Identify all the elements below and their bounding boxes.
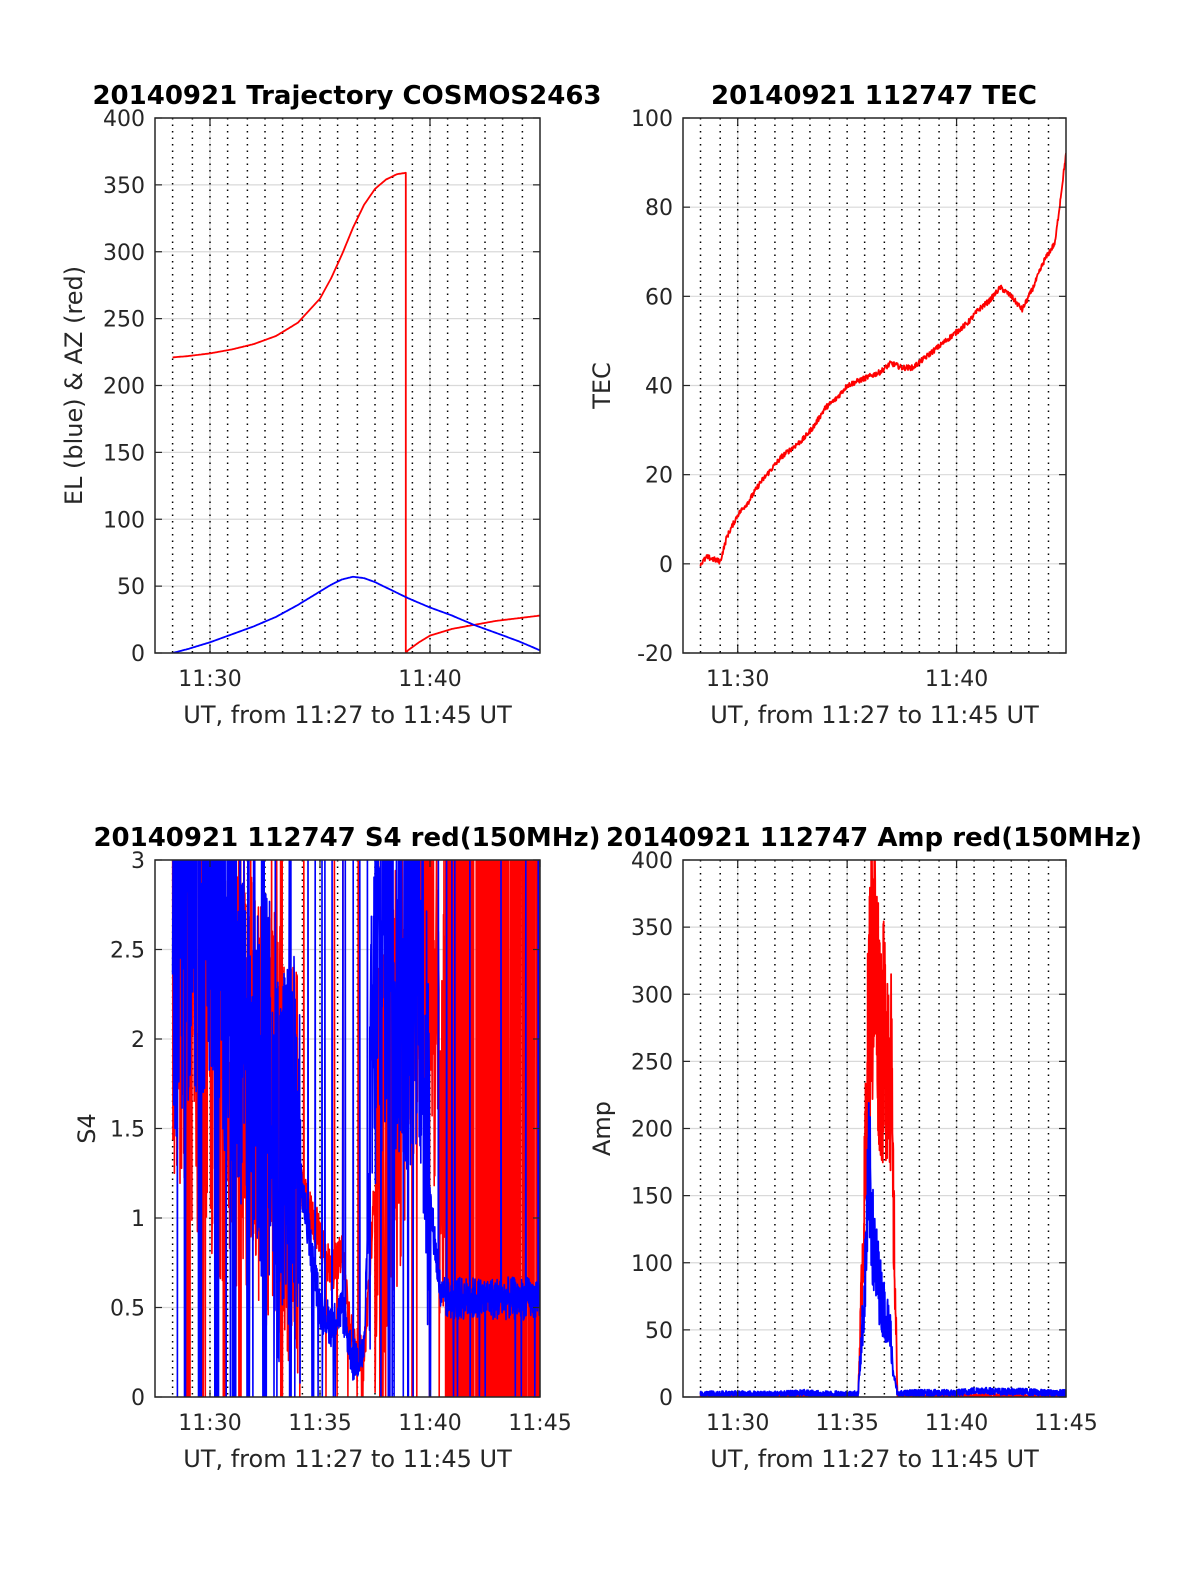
x-axis-label: UT, from 11:27 to 11:45 UT bbox=[710, 1445, 1039, 1473]
y-tick-label: 300 bbox=[103, 241, 145, 266]
y-tick-label: 250 bbox=[103, 308, 145, 333]
x-tick-label: 11:30 bbox=[178, 667, 241, 692]
y-tick-label: 60 bbox=[645, 285, 673, 310]
chart-title: 20140921 112747 TEC bbox=[711, 81, 1037, 111]
x-tick-label: 11:45 bbox=[508, 1411, 571, 1436]
y-axis-label: TEC bbox=[588, 362, 616, 410]
series-line-red bbox=[172, 171, 540, 653]
y-axis-label: Amp bbox=[588, 1101, 616, 1156]
y-tick-label: 150 bbox=[103, 441, 145, 466]
y-tick-label: 2.5 bbox=[110, 939, 145, 964]
y-tick-label: 150 bbox=[631, 1185, 673, 1210]
x-tick-label: 11:30 bbox=[706, 1411, 769, 1436]
y-tick-label: 2 bbox=[131, 1028, 145, 1053]
series-line-blue bbox=[171, 860, 540, 1397]
y-tick-label: 80 bbox=[645, 196, 673, 221]
trajectory-plot: 0 50 100 150 200 250 300 350 400 11:30 11:40 201409… bbox=[60, 81, 602, 729]
x-tick-label: 11:45 bbox=[1034, 1411, 1097, 1436]
x-tick-label: 11:35 bbox=[815, 1411, 878, 1436]
x-axis-label: UT, from 11:27 to 11:45 UT bbox=[183, 1445, 512, 1473]
s4-plot: 0 0.5 1 1.5 2 2.5 3 11:30 11:35 11:40 11:45 2014092… bbox=[73, 823, 601, 1473]
y-tick-label: -20 bbox=[637, 642, 673, 667]
y-tick-label: 200 bbox=[631, 1118, 673, 1143]
y-tick-label: 0 bbox=[659, 1386, 673, 1411]
amp-plot: 0 50 100 150 200 250 300 350 400 11:30 11:35 11:40 1… bbox=[588, 823, 1142, 1473]
x-tick-label: 11:30 bbox=[706, 667, 769, 692]
chart-title: 20140921 Trajectory COSMOS2463 bbox=[92, 81, 601, 111]
x-tick-label: 11:40 bbox=[398, 1411, 461, 1436]
x-axis-label: UT, from 11:27 to 11:45 UT bbox=[183, 701, 512, 729]
y-tick-label: 200 bbox=[103, 375, 145, 400]
chart-title: 20140921 112747 S4 red(150MHz) bbox=[93, 823, 600, 853]
y-tick-label: 350 bbox=[631, 916, 673, 941]
y-tick-label: 300 bbox=[631, 983, 673, 1008]
y-axis-label: EL (blue) & AZ (red) bbox=[60, 266, 88, 505]
tec-plot: -20 0 20 40 60 80 100 11:30 11:40 20140921 112747… bbox=[588, 81, 1067, 729]
series-line-red bbox=[699, 152, 1066, 567]
x-tick-label: 11:35 bbox=[288, 1411, 351, 1436]
x-tick-label: 11:30 bbox=[178, 1411, 241, 1436]
y-tick-label: 0 bbox=[131, 1386, 145, 1411]
y-tick-label: 50 bbox=[117, 575, 145, 600]
y-tick-label: 1.5 bbox=[110, 1118, 145, 1143]
y-tick-label: 20 bbox=[645, 464, 673, 489]
y-tick-label: 100 bbox=[103, 508, 145, 533]
y-tick-label: 3 bbox=[131, 849, 145, 874]
y-tick-label: 0 bbox=[659, 553, 673, 578]
chart-title: 20140921 112747 Amp red(150MHz) bbox=[606, 823, 1142, 853]
x-tick-label: 11:40 bbox=[925, 1411, 988, 1436]
series-line-blue bbox=[172, 575, 540, 653]
x-tick-label: 11:40 bbox=[398, 667, 461, 692]
y-tick-label: 400 bbox=[631, 849, 673, 874]
y-tick-label: 400 bbox=[103, 107, 145, 132]
y-tick-label: 100 bbox=[631, 107, 673, 132]
y-tick-label: 40 bbox=[645, 375, 673, 400]
x-axis-label: UT, from 11:27 to 11:45 UT bbox=[710, 701, 1039, 729]
y-tick-label: 1 bbox=[131, 1207, 145, 1232]
y-tick-label: 250 bbox=[631, 1050, 673, 1075]
y-tick-label: 0.5 bbox=[110, 1297, 145, 1322]
y-tick-label: 100 bbox=[631, 1252, 673, 1277]
y-tick-label: 0 bbox=[131, 642, 145, 667]
x-tick-label: 11:40 bbox=[925, 667, 988, 692]
y-axis-label: S4 bbox=[73, 1113, 101, 1144]
y-tick-label: 50 bbox=[645, 1319, 673, 1344]
y-tick-label: 350 bbox=[103, 174, 145, 199]
